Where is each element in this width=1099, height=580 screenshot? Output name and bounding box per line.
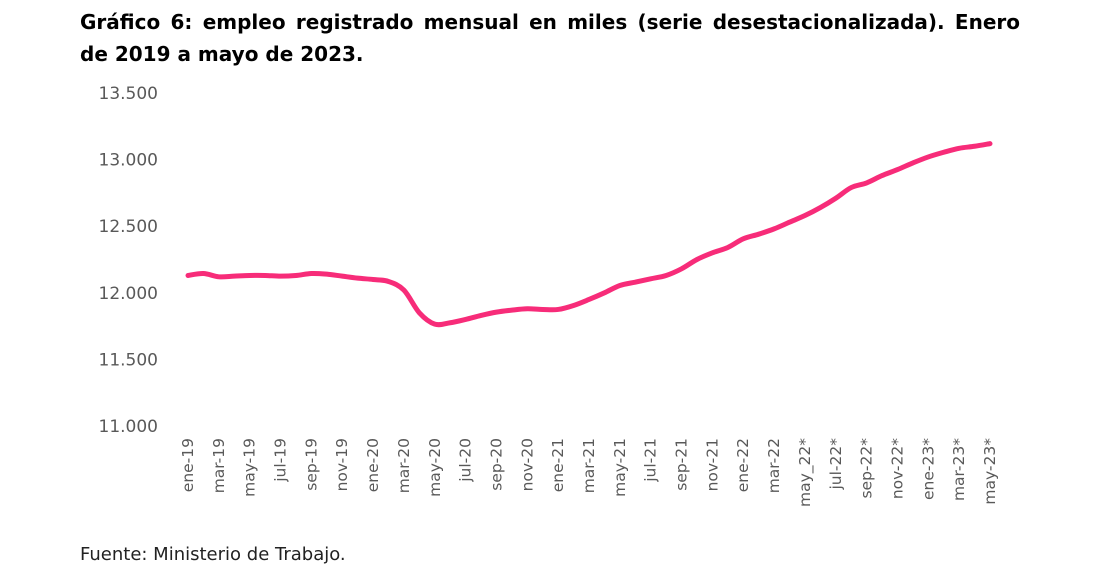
- series-line: [185, 141, 993, 328]
- x-tick-label: jul-20: [457, 438, 475, 483]
- y-tick-label: 12.000: [99, 284, 158, 304]
- x-tick-label: ene-22: [734, 438, 752, 492]
- x-tick-label: nov-22*: [888, 438, 906, 499]
- x-tick-label: sep-21: [673, 438, 691, 491]
- x-tick-label: ene-23*: [919, 438, 937, 500]
- x-axis: ene-19 mar-19 may-19 jul-19 sep-19 nov-19 ene-…: [179, 438, 999, 507]
- x-tick-label: sep-22*: [858, 438, 876, 499]
- x-tick-label: may-19: [241, 438, 259, 497]
- y-tick-label: 12.500: [99, 217, 158, 237]
- x-tick-label: ene-20: [364, 438, 382, 492]
- y-tick-label: 13.000: [99, 151, 158, 171]
- source-note: Fuente: Ministerio de Trabajo.: [80, 544, 346, 565]
- chart-title: Gráfico 6: empleo registrado mensual en …: [80, 10, 1020, 66]
- x-tick-label: may-20: [426, 438, 444, 497]
- y-tick-label: 13.500: [99, 84, 158, 104]
- x-tick-label: jul-21: [642, 438, 660, 483]
- x-tick-label: may-21: [611, 438, 629, 497]
- x-tick-label: ene-21: [549, 438, 567, 492]
- x-tick-label: may-23*: [981, 438, 999, 505]
- x-tick-label: mar-19: [210, 438, 228, 493]
- x-tick-label: jul-19: [272, 438, 290, 483]
- x-tick-label: jul-22*: [827, 438, 845, 491]
- x-tick-label: nov-21: [703, 438, 721, 491]
- x-tick-label: mar-20: [395, 438, 413, 493]
- y-tick-label: 11.000: [99, 417, 158, 437]
- y-axis: 11.000 11.500 12.000 12.500 13.000 13.500: [99, 84, 158, 437]
- x-tick-label: mar-23*: [950, 438, 968, 501]
- x-tick-label: nov-20: [518, 438, 536, 491]
- y-tick-label: 11.500: [99, 350, 158, 370]
- x-tick-label: nov-19: [333, 438, 351, 491]
- x-tick-label: mar-22: [765, 438, 783, 493]
- x-tick-label: ene-19: [179, 438, 197, 492]
- x-tick-label: mar-21: [580, 438, 598, 493]
- x-tick-label: sep-19: [302, 438, 320, 491]
- x-tick-label: may_22*: [796, 438, 815, 507]
- series-group: [185, 141, 993, 328]
- x-tick-label: sep-20: [487, 438, 505, 491]
